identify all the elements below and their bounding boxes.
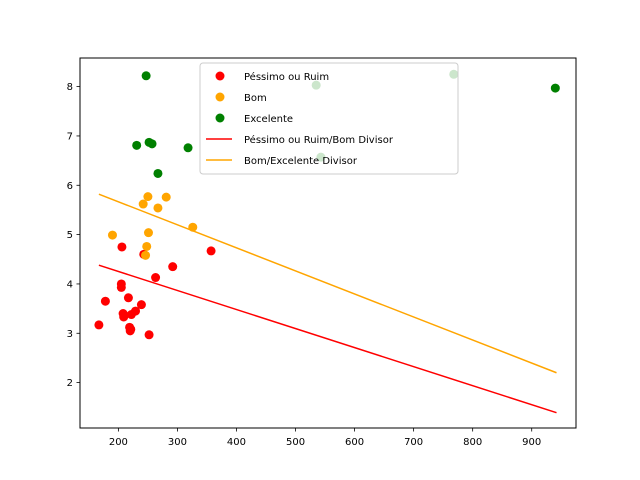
legend-label: Excelente [244,114,293,125]
legend-label: Bom/Excelente Divisor [244,156,358,167]
data-point [119,312,129,322]
data-point [161,192,171,202]
x-tick-label: 600 [345,437,364,448]
data-point [188,222,198,232]
data-point [142,241,152,251]
y-tick-label: 4 [67,279,73,290]
data-point [94,320,104,330]
x-tick-label: 200 [109,437,128,448]
legend-label: Péssimo ou Ruim [244,71,329,83]
data-point [151,273,161,283]
legend-label: Péssimo ou Ruim/Bom Divisor [244,134,394,146]
data-point [107,230,117,240]
y-tick-label: 5 [67,230,73,241]
y-tick-label: 6 [67,181,73,192]
x-tick-label: 400 [227,437,246,448]
data-point [126,324,136,334]
data-point [143,192,153,202]
divisor-line [98,264,557,414]
data-point [141,71,151,81]
data-point [153,168,163,178]
data-point [144,330,154,340]
data-point [131,306,141,316]
y-axis: 2 3 4 5 6 7 8 [67,82,80,389]
legend-marker [215,71,225,81]
data-point [183,143,193,153]
legend-marker [215,113,225,123]
x-tick-label: 700 [404,437,423,448]
axes-frame [79,57,577,429]
data-point [116,282,126,292]
data-point [100,296,110,306]
legend-label: Bom [244,93,267,104]
x-axis: 200 300 400 500 600 700 800 900 [109,428,541,448]
data-point [132,140,142,150]
x-tick-label: 900 [522,437,541,448]
y-tick-label: 8 [67,82,73,93]
divisor-line [98,193,557,374]
data-point [153,203,163,213]
legend: Péssimo ou Ruim Bom Excelente Péssimo ou Ru… [199,62,459,175]
legend-marker [215,92,225,102]
y-tick-label: 2 [67,378,73,389]
data-point [206,246,216,256]
y-tick-label: 7 [67,131,73,142]
data-point [141,250,151,260]
x-tick-label: 800 [463,437,482,448]
data-point [147,139,157,149]
x-tick-label: 300 [168,437,187,448]
x-tick-label: 500 [286,437,305,448]
data-point [143,228,153,238]
legend-box [199,62,459,175]
data-point [136,300,146,310]
y-tick-label: 3 [67,329,73,340]
data-point [123,293,133,303]
data-point [550,83,560,93]
data-point [168,262,178,272]
plot-content [94,69,560,414]
data-point [138,199,148,209]
data-point [117,242,127,252]
